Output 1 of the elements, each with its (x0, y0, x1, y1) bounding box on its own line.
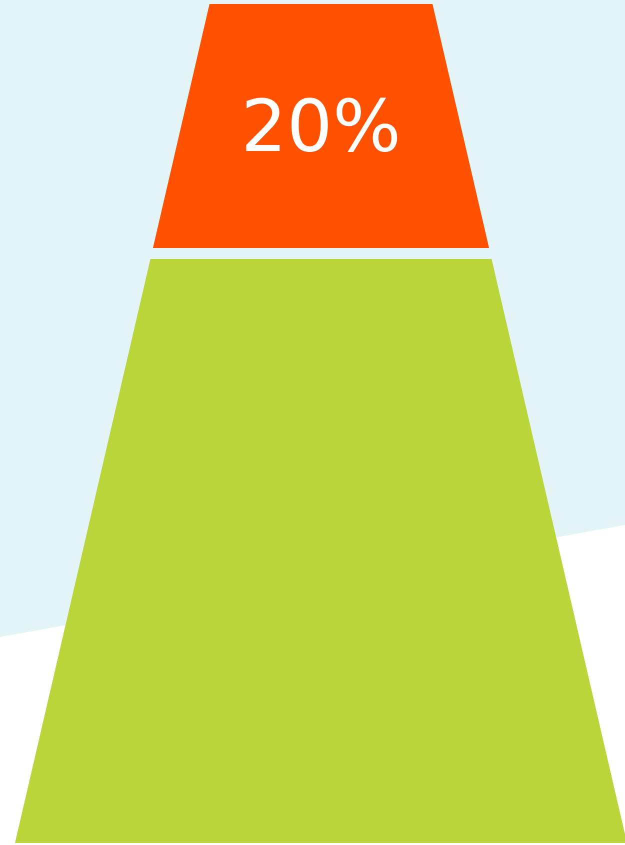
data-label: 20% (240, 84, 402, 168)
